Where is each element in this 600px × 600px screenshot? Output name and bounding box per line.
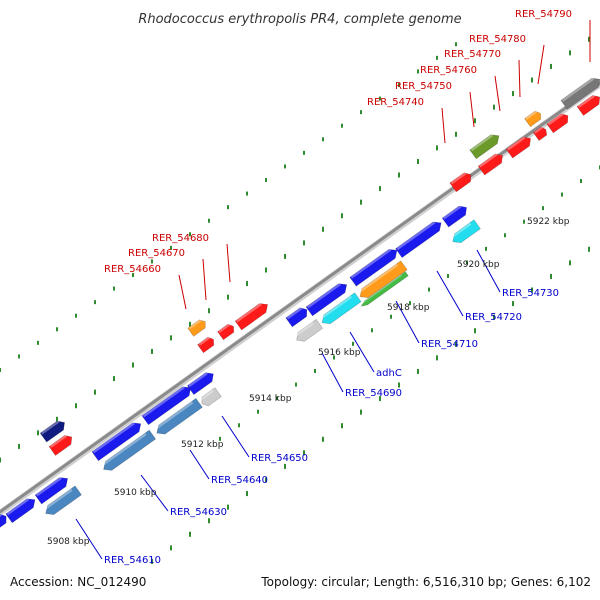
gene-arrow[interactable] (197, 335, 217, 354)
gene-arrow[interactable] (187, 318, 208, 337)
leader-line (178, 274, 187, 310)
gene-arrow[interactable] (91, 419, 144, 462)
gene-arrow[interactable] (0, 512, 9, 533)
gene-arrow[interactable] (141, 383, 194, 426)
leader-line (518, 59, 521, 98)
gene-arrow[interactable] (560, 75, 600, 110)
leader-line (226, 243, 231, 283)
gene-label[interactable]: RER_54650 (251, 453, 308, 464)
gene-label[interactable]: RER_54750 (395, 81, 452, 92)
gene-label[interactable]: adhC (376, 368, 402, 379)
gene-label[interactable]: RER_54770 (444, 49, 501, 60)
gene-arrow[interactable] (48, 433, 75, 456)
gene-arrow[interactable] (305, 280, 350, 317)
gene-label[interactable]: RER_54680 (152, 233, 209, 244)
gene-arrow[interactable] (100, 429, 157, 474)
gene-arrow[interactable] (576, 93, 600, 116)
gene-arrow[interactable] (349, 246, 400, 287)
genome-summary-text: Topology: circular; Length: 6,516,310 bp… (260, 575, 591, 589)
gene-arrow[interactable] (234, 300, 271, 331)
scale-label: 5908 kbp (47, 537, 90, 547)
gene-labels: RER_54660 RER_54670 RER_54680 RER_54740 RER_… (47, 9, 572, 566)
leader-line (221, 415, 250, 458)
gene-arrow[interactable] (357, 260, 408, 301)
gene-arrow[interactable] (395, 218, 445, 259)
leader-line (395, 300, 420, 344)
scale-label: 5914 kbp (249, 394, 292, 404)
gene-arrow[interactable] (186, 369, 216, 396)
gene-label[interactable]: RER_54640 (211, 475, 268, 486)
gene-arrow[interactable] (319, 292, 362, 328)
gene-label[interactable]: RER_54610 (104, 555, 161, 566)
gene-label[interactable]: RER_54660 (104, 264, 161, 275)
leader-line (75, 518, 103, 560)
gene-arrow[interactable] (546, 111, 571, 134)
scale-label: 5910 kbp (114, 488, 157, 498)
gene-arrow[interactable] (293, 318, 324, 344)
gene-arrow[interactable] (39, 418, 68, 443)
scale-label: 5916 kbp (318, 348, 361, 358)
gene-arrow[interactable] (524, 109, 544, 128)
leader-line (349, 331, 375, 373)
gene-arrow[interactable] (477, 151, 506, 176)
gene-label[interactable]: RER_54690 (345, 388, 402, 399)
gene-label[interactable]: RER_54740 (367, 97, 424, 108)
leader-line (189, 449, 210, 480)
gene-arrow[interactable] (217, 322, 237, 341)
leader-line (537, 44, 545, 85)
leader-line (441, 107, 446, 144)
gene-arrow[interactable] (5, 495, 38, 524)
leader-line (140, 474, 169, 512)
gene-arrow[interactable] (43, 485, 82, 518)
gene-label[interactable]: RER_54760 (420, 65, 477, 76)
gene-arrow[interactable] (505, 134, 534, 159)
gene-arrow[interactable] (199, 387, 222, 409)
gene-features (0, 75, 600, 533)
gene-arrow[interactable] (34, 474, 71, 505)
map-title: Rhodococcus erythropolis PR4, complete g… (138, 12, 461, 27)
accession-text: Accession: NC_012490 (10, 575, 146, 589)
gene-label[interactable]: RER_54630 (170, 507, 227, 518)
gene-arrow[interactable] (441, 203, 470, 228)
gene-label[interactable]: RER_54780 (469, 34, 526, 45)
gene-arrow[interactable] (469, 131, 502, 160)
gene-arrow[interactable] (154, 397, 203, 437)
label-leader-lines (75, 20, 591, 560)
scale-label: 5922 kbp (527, 217, 570, 227)
scale-label: 5912 kbp (181, 440, 224, 450)
gene-label[interactable]: RER_54730 (502, 288, 559, 299)
gene-label[interactable]: RER_54790 (515, 9, 572, 20)
scale-label: 5918 kbp (387, 303, 430, 313)
leader-line (494, 75, 501, 112)
leader-line (436, 270, 464, 317)
gene-label[interactable]: RER_54710 (421, 339, 478, 350)
gene-label[interactable]: RER_54670 (128, 248, 185, 259)
leader-line (321, 352, 344, 393)
leader-line (476, 249, 501, 293)
scale-label: 5920 kbp (457, 260, 500, 270)
gene-arrow[interactable] (360, 271, 409, 309)
gene-arrow[interactable] (285, 305, 310, 328)
gene-arrow[interactable] (450, 219, 481, 246)
gene-arrow[interactable] (449, 170, 474, 193)
leader-line (202, 258, 207, 301)
tick-marks (0, 36, 600, 564)
leader-line (469, 91, 475, 128)
gene-arrow[interactable] (532, 125, 549, 141)
gene-label[interactable]: RER_54720 (465, 312, 522, 323)
